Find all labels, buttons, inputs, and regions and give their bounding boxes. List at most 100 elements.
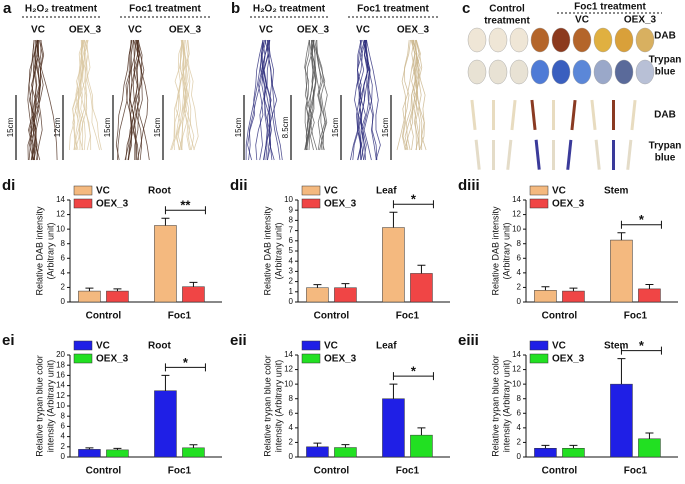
y-tick-label: 2 [61, 283, 66, 292]
stem [492, 140, 495, 170]
legend-swatch [529, 185, 549, 196]
error-bar [161, 217, 170, 226]
bar [78, 449, 101, 458]
leaf [488, 59, 508, 85]
tissue-label: Root [148, 186, 171, 197]
x-tick-label: Control [86, 311, 122, 322]
leaf [635, 27, 655, 53]
significance-label: * [411, 364, 417, 379]
sample-label: OEX_3 [69, 25, 102, 36]
panel-label: eiii [458, 332, 479, 349]
root-strand [133, 39, 143, 161]
significance-label: * [411, 192, 417, 207]
root-strand [401, 39, 411, 151]
bar [306, 287, 329, 303]
error-bar [569, 287, 578, 292]
root-strand [358, 39, 365, 161]
error-bar [569, 444, 578, 449]
bar [610, 239, 633, 303]
tissue-label: Stem [604, 341, 629, 352]
root-strand [28, 39, 45, 161]
legend-swatch [529, 353, 549, 364]
scale-label: 15cm [153, 117, 162, 137]
root-strand [73, 39, 89, 151]
error-bar [85, 447, 94, 450]
root-strand [174, 39, 183, 151]
stem [626, 139, 633, 170]
root-strand [354, 39, 363, 161]
tissue-label: Stem [604, 186, 629, 197]
bar [562, 448, 585, 458]
tissue-label: Leaf [376, 341, 397, 352]
legend-swatch [73, 340, 93, 351]
x-tick-label: Foc1 [168, 466, 192, 477]
error-bar [189, 444, 198, 448]
significance-bracket [392, 372, 434, 381]
leaf [572, 59, 592, 85]
root-strand [83, 39, 102, 151]
sample-label: OEX_3 [397, 25, 430, 36]
y-tick-label: 6 [517, 253, 522, 262]
leaf [551, 59, 571, 85]
leaf [614, 27, 634, 53]
root-strand [248, 39, 266, 161]
group-label: Foc1 treatment [574, 2, 646, 13]
root-strand [304, 39, 316, 151]
stem [590, 99, 597, 131]
bar [78, 290, 101, 303]
y-tick-label: 0 [289, 297, 294, 306]
error-bar [341, 283, 350, 288]
y-tick-label: 2 [517, 438, 522, 447]
y-axis-label: intensity (Arbitrary unit) [45, 360, 55, 453]
root-strand [260, 39, 268, 161]
y-tick-label: 2 [517, 283, 522, 292]
root-strand [35, 39, 58, 161]
legend-label: VC [552, 186, 566, 197]
control-label: Control [489, 4, 525, 15]
y-tick-label: 12 [56, 391, 65, 400]
leaf [467, 59, 487, 85]
y-tick-label: 14 [56, 195, 65, 204]
root-strand [396, 39, 410, 151]
legend-label: VC [324, 341, 338, 352]
tissue-label: Leaf [376, 186, 397, 197]
leaf [572, 27, 592, 53]
root-strand [72, 39, 89, 151]
group-label: Foc1 treatment [129, 4, 201, 15]
error-bar [389, 211, 398, 228]
root-strand [27, 39, 35, 161]
panel-label: b [231, 0, 240, 17]
y-tick-label: 1 [289, 287, 294, 296]
panel-label: eii [230, 332, 247, 349]
root-strand [176, 39, 189, 151]
leaf [467, 27, 487, 53]
bar [382, 398, 405, 458]
y-axis-label: (Arbitrary unit) [273, 222, 283, 279]
stem [570, 99, 577, 131]
y-tick-label: 4 [289, 423, 294, 432]
significance-bracket [392, 200, 434, 209]
sample-label: VC [575, 15, 589, 26]
root-strand [414, 39, 422, 151]
y-tick-label: 9 [289, 205, 294, 214]
bar [106, 449, 129, 458]
root-strand [81, 39, 100, 151]
sample-label: OEX_3 [297, 25, 330, 36]
leaf [509, 59, 529, 85]
error-bar [113, 288, 122, 292]
legend-swatch [301, 198, 321, 209]
y-tick-label: 6 [61, 422, 66, 431]
y-tick-label: 12 [512, 210, 521, 219]
bar [534, 448, 557, 458]
error-bar [313, 442, 322, 447]
leaf [509, 27, 529, 53]
root-strand [365, 39, 378, 161]
root-strand [312, 39, 327, 151]
legend-swatch [301, 353, 321, 364]
y-tick-label: 10 [512, 379, 521, 388]
y-tick-label: 12 [56, 210, 65, 219]
y-tick-label: 14 [512, 350, 521, 359]
bar [610, 383, 633, 458]
stem [594, 139, 601, 170]
